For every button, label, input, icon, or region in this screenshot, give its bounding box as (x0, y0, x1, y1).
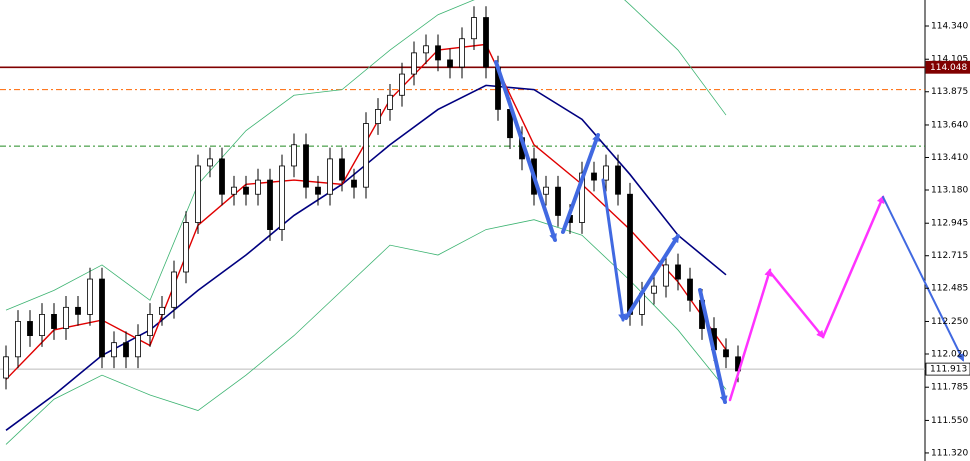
marks (0, 0, 925, 445)
arrow (698, 288, 728, 404)
candle-body (411, 52, 417, 75)
candle-body (231, 186, 237, 195)
y-tick-label: 113.640 (931, 120, 968, 130)
candle-body (615, 165, 621, 195)
price-tag (925, 362, 970, 376)
candle-body (687, 278, 693, 301)
candle-body (375, 109, 381, 124)
arrow (494, 60, 557, 242)
arrow (821, 195, 885, 339)
candle-body (3, 356, 9, 379)
arrow (728, 268, 773, 402)
arrow (561, 133, 600, 234)
indicator-line (5, 219, 727, 445)
candle-body (159, 306, 165, 315)
candle-body (723, 349, 729, 358)
candle-body (459, 38, 465, 68)
candle-body (279, 165, 285, 230)
candle-body (555, 186, 561, 216)
price-tag-label: 111.913 (930, 365, 967, 375)
candle-body (183, 222, 189, 273)
candle-body (603, 165, 609, 181)
candle-body (627, 193, 633, 315)
candle-body (15, 321, 21, 358)
y-tick-label: 114.105 (931, 55, 968, 65)
candle-body (543, 186, 549, 195)
candle-body (399, 73, 405, 96)
candle-body (39, 314, 45, 337)
candle-body (267, 179, 273, 230)
arrow (624, 234, 680, 320)
candle-body (27, 321, 33, 337)
candle-body (447, 59, 453, 68)
candle-body (195, 165, 201, 223)
candle-body (51, 314, 57, 329)
y-tick-label: 111.320 (931, 448, 968, 458)
candle-body (207, 158, 213, 167)
candle-body (663, 264, 669, 287)
candle-body (255, 179, 261, 195)
candle-body (579, 172, 585, 223)
y-tick-label: 112.945 (931, 219, 968, 229)
candle-body (171, 271, 177, 308)
candle-body (327, 158, 333, 195)
candle-body (651, 285, 657, 294)
candle-body (351, 179, 357, 188)
y-tick-label: 112.250 (931, 317, 968, 327)
y-tick-label: 114.340 (931, 22, 968, 32)
y-tick-label: 112.485 (931, 284, 968, 294)
candle-body (315, 186, 321, 195)
arrow (882, 196, 964, 362)
candle-body (303, 144, 309, 188)
y-tick-label: 113.410 (931, 153, 968, 163)
candle-body (435, 45, 441, 61)
arrow (601, 178, 627, 322)
candle-body (123, 342, 129, 358)
price-tag-label: 114.048 (930, 63, 967, 73)
price-tag (925, 60, 970, 74)
candle-body (135, 335, 141, 358)
candle-body (339, 158, 345, 181)
candle-body (219, 158, 225, 195)
candle-body (111, 342, 117, 358)
candle-body (291, 144, 297, 167)
candle-body (387, 94, 393, 110)
forecast-arrows (494, 60, 964, 404)
candle-body (471, 17, 477, 40)
candle-body (591, 172, 597, 181)
candle-body (363, 123, 369, 188)
y-tick-label: 112.715 (931, 251, 968, 261)
candle-body (423, 45, 429, 54)
y-tick-label: 113.180 (931, 185, 968, 195)
candle-body (147, 314, 153, 337)
y-tick-label: 111.550 (931, 416, 968, 426)
axis-labels: 114.340 114.105 113.875 113.640 113.410 113.1… (925, 22, 970, 458)
y-tick-label: 112.020 (931, 349, 968, 359)
candle-body (675, 264, 681, 280)
indicator-line (5, 0, 727, 311)
arrow (768, 270, 825, 339)
candle-body (483, 17, 489, 68)
candle-body (243, 186, 249, 195)
candle-body (99, 278, 105, 358)
y-tick-label: 111.785 (931, 383, 968, 393)
candle-body (63, 306, 69, 329)
candle-body (75, 306, 81, 315)
y-tick-label: 113.875 (931, 87, 968, 97)
candle-body (87, 278, 93, 315)
